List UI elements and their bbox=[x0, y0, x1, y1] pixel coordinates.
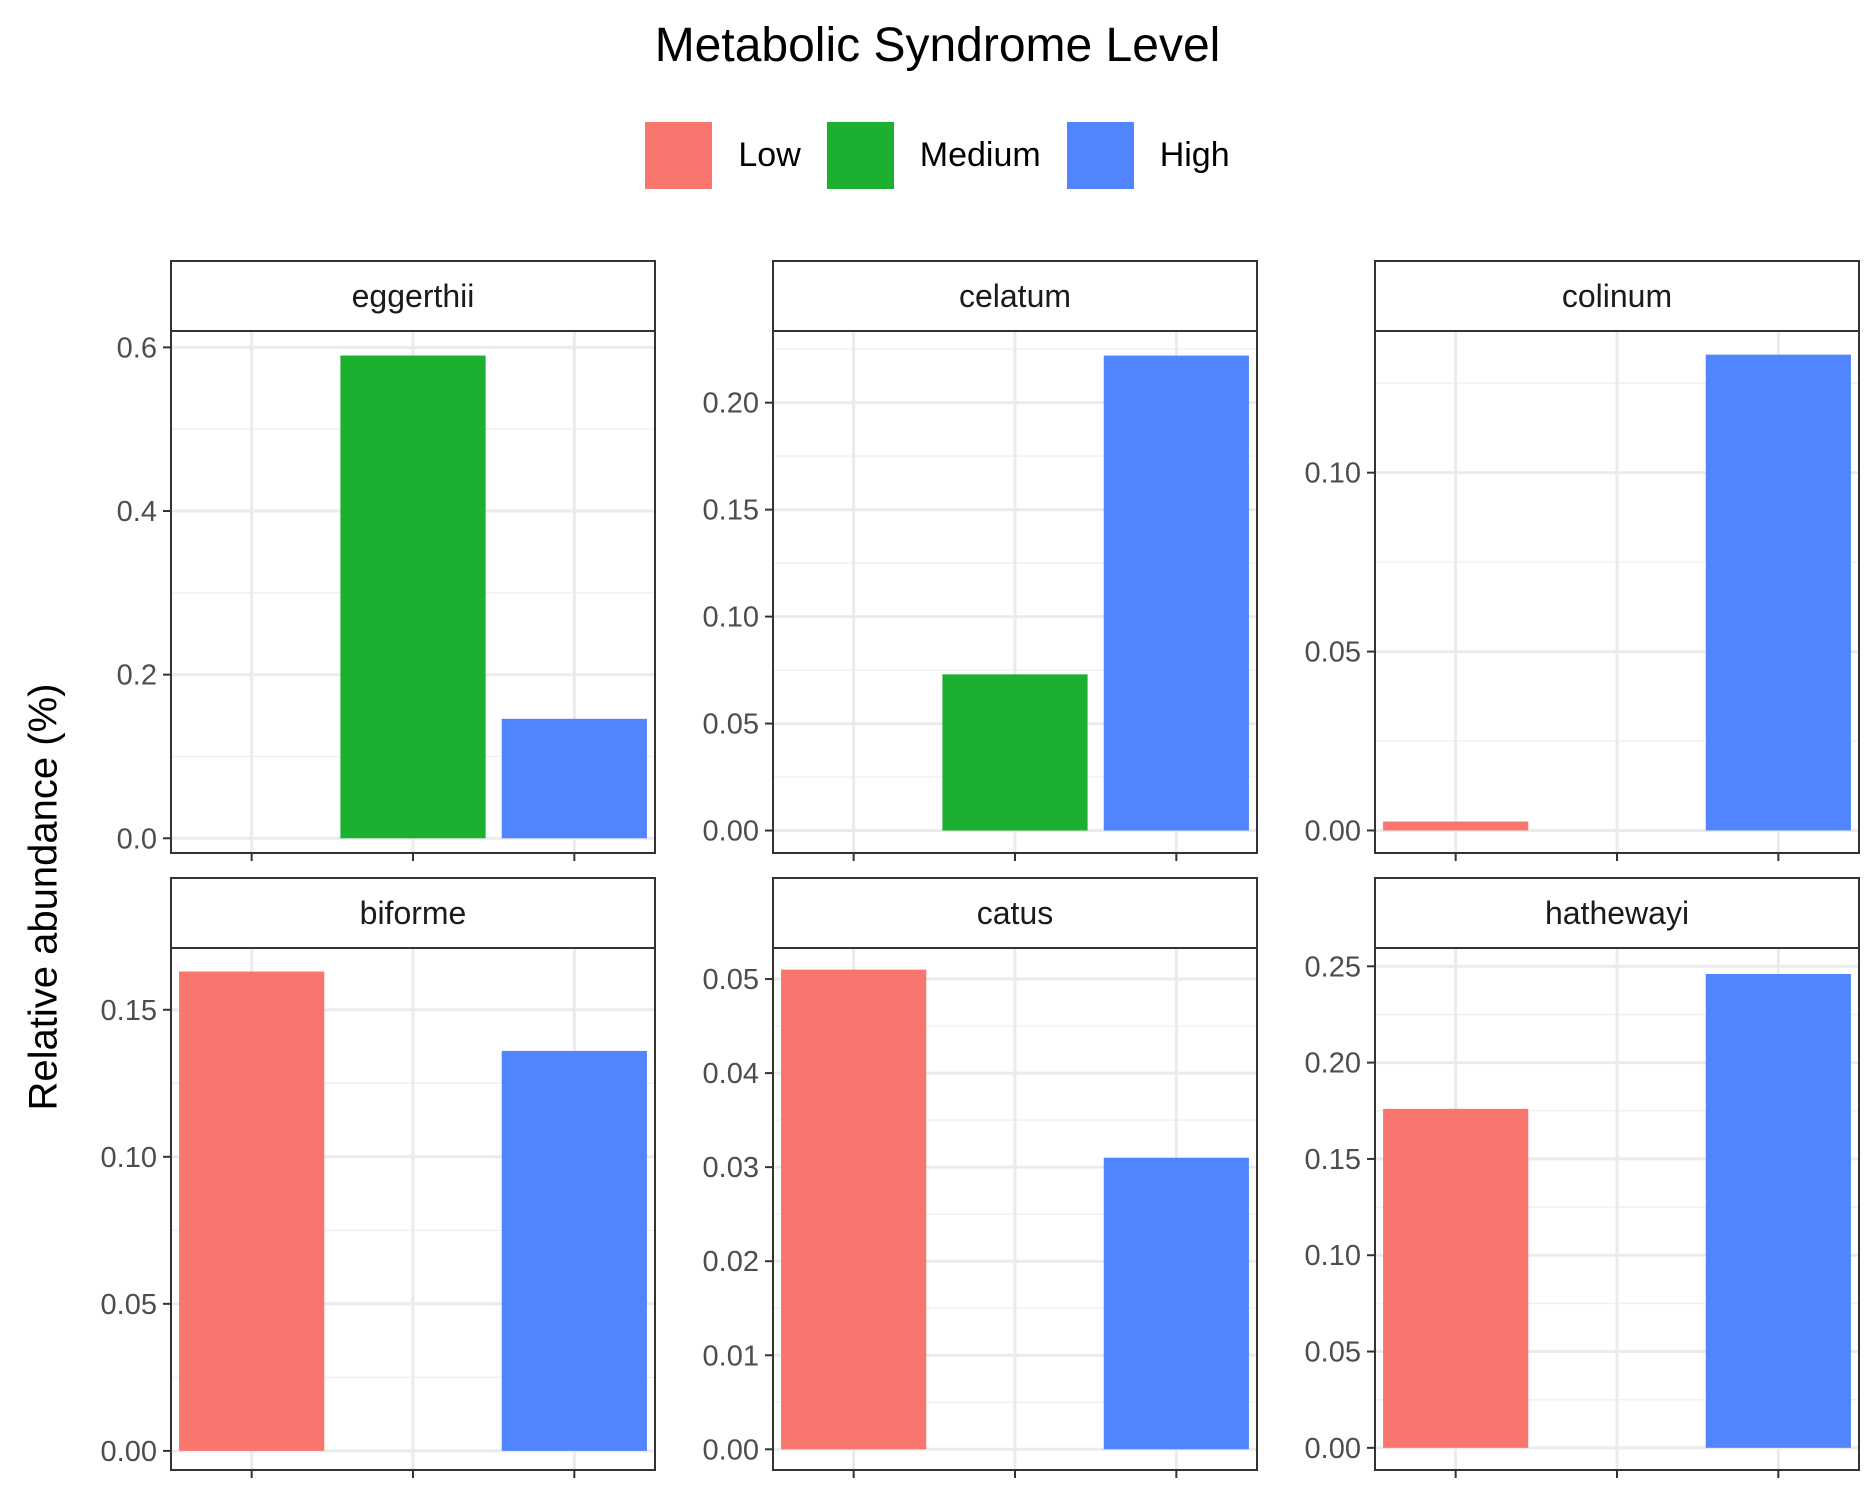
y-tick-label: 0.25 bbox=[1305, 951, 1361, 983]
legend-title: Metabolic Syndrome Level bbox=[654, 19, 1221, 72]
facet-title: hathewayi bbox=[1545, 895, 1689, 931]
facet-strip bbox=[170, 260, 656, 332]
facet-title: colinum bbox=[1562, 278, 1672, 314]
legend-label-low: Low bbox=[738, 136, 801, 174]
y-tick-label: 0.10 bbox=[1305, 1240, 1361, 1272]
y-tick-label: 0.4 bbox=[117, 496, 157, 528]
bar-hathewayi-low bbox=[1383, 1108, 1529, 1448]
y-tick-label: 0.15 bbox=[101, 995, 157, 1027]
bar-biforme-low bbox=[179, 971, 325, 1451]
bar-hathewayi-high bbox=[1705, 974, 1851, 1448]
bar-celatum-high bbox=[1103, 355, 1249, 831]
bar-colinum-low bbox=[1383, 821, 1529, 831]
y-tick-label: 0.15 bbox=[1305, 1144, 1361, 1176]
legend-item-low: Low bbox=[645, 122, 801, 189]
y-tick-label: 0.20 bbox=[703, 388, 759, 420]
legend-label-high: High bbox=[1159, 136, 1230, 174]
legend-key-medium bbox=[826, 122, 894, 189]
y-tick-label: 0.00 bbox=[101, 1436, 157, 1468]
facet-title: eggerthii bbox=[352, 278, 475, 314]
legend-key-low bbox=[645, 122, 713, 189]
bar-celatum-medium bbox=[942, 674, 1088, 831]
y-tick-label: 0.10 bbox=[101, 1142, 157, 1174]
y-tick-label: 0.6 bbox=[117, 332, 157, 364]
y-tick-label: 0.01 bbox=[703, 1340, 759, 1372]
facet-strip bbox=[1374, 260, 1860, 332]
y-tick-label: 0.0 bbox=[117, 823, 157, 855]
y-tick-label: 0.05 bbox=[1305, 1337, 1361, 1369]
bar-colinum-high bbox=[1705, 354, 1851, 831]
y-tick-label: 0.2 bbox=[117, 660, 157, 692]
legend-label-medium: Medium bbox=[919, 136, 1041, 174]
facet-title: celatum bbox=[959, 278, 1071, 314]
facet-strip bbox=[1374, 877, 1860, 949]
facet-strip bbox=[772, 877, 1258, 949]
y-tick-label: 0.05 bbox=[703, 709, 759, 741]
y-tick-label: 0.20 bbox=[1305, 1048, 1361, 1080]
bar-catus-high bbox=[1103, 1157, 1249, 1450]
y-tick-label: 0.00 bbox=[1305, 1433, 1361, 1465]
legend-item-high: High bbox=[1066, 122, 1230, 189]
y-tick-label: 0.05 bbox=[703, 964, 759, 996]
y-tick-label: 0.03 bbox=[703, 1152, 759, 1184]
bar-eggerthii-high bbox=[501, 718, 647, 839]
legend: Low Medium High bbox=[0, 122, 1875, 189]
y-tick-label: 0.10 bbox=[703, 602, 759, 634]
legend-key-high bbox=[1066, 122, 1134, 189]
y-tick-label: 0.00 bbox=[703, 1434, 759, 1466]
y-tick-label: 0.00 bbox=[703, 816, 759, 848]
y-tick-label: 0.04 bbox=[703, 1058, 759, 1090]
legend-item-medium: Medium bbox=[826, 122, 1041, 189]
facet-title: biforme bbox=[360, 895, 467, 931]
y-tick-label: 0.15 bbox=[703, 495, 759, 527]
bar-catus-low bbox=[781, 969, 927, 1450]
facet-title: catus bbox=[977, 895, 1053, 931]
y-tick-label: 0.00 bbox=[1305, 815, 1361, 847]
facet-strip bbox=[772, 260, 1258, 332]
bar-eggerthii-medium bbox=[340, 355, 486, 839]
facet-strip bbox=[170, 877, 656, 949]
bar-biforme-high bbox=[501, 1050, 647, 1451]
y-tick-label: 0.05 bbox=[101, 1289, 157, 1321]
y-tick-label: 0.02 bbox=[703, 1246, 759, 1278]
y-tick-label: 0.10 bbox=[1305, 458, 1361, 490]
y-tick-label: 0.05 bbox=[1305, 637, 1361, 669]
